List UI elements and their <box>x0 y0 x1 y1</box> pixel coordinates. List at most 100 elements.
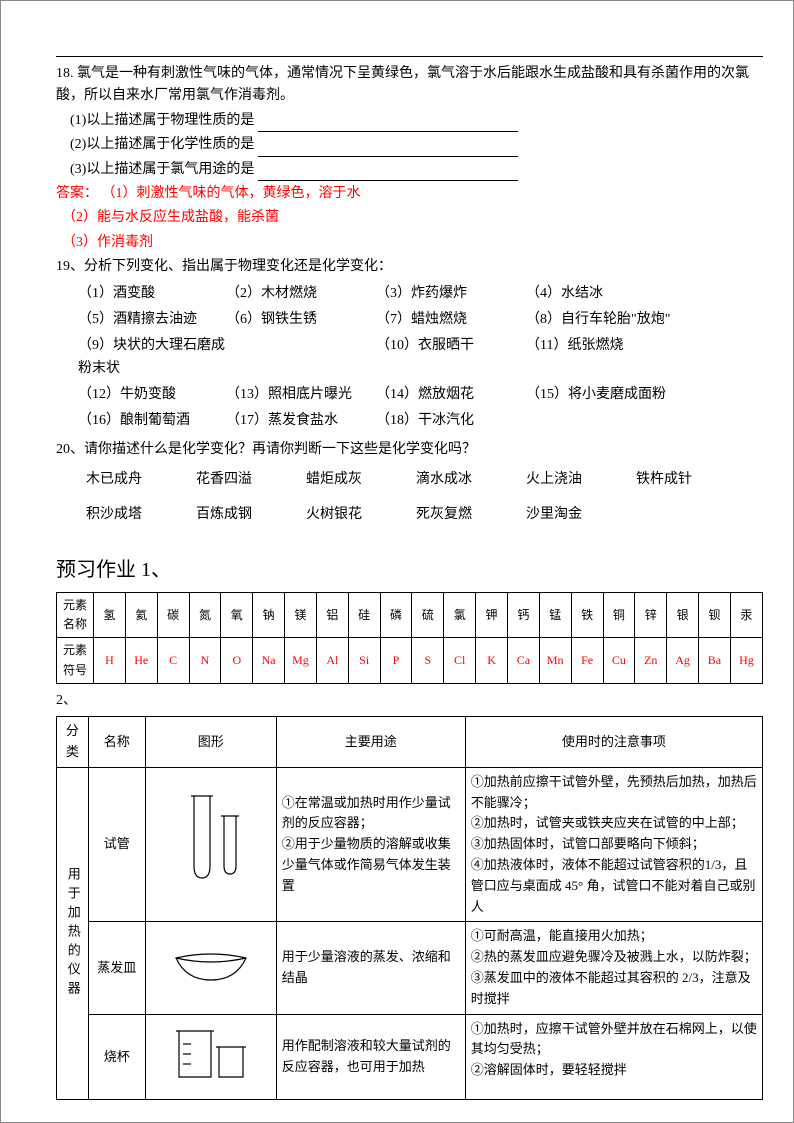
equip-name-0: 试管 <box>88 767 145 922</box>
element-symbol-cell: Fe <box>571 638 603 683</box>
element-name-cell: 硅 <box>348 593 380 638</box>
equip-notes-0: ①加热前应擦干试管外壁，先预热后加热，加热后不能骤冷； ②加热时，试管夹或铁夹应… <box>465 767 762 922</box>
hdr-category: 分类 <box>57 717 89 768</box>
q19-item: （10）衣服晒干 <box>376 333 526 382</box>
answer-2: （2）能与水反应生成盐酸，能杀菌 <box>56 207 763 229</box>
element-symbol-cell: C <box>157 638 189 683</box>
q20-item: 木已成舟 <box>86 463 196 497</box>
q18-sub3-line: (3)以上描述属于氯气用途的是 <box>56 159 763 181</box>
q19-item: （4）水结冰 <box>526 281 746 307</box>
q20-item: 滴水成冰 <box>416 463 526 497</box>
q19-items: （1）酒变酸（2）木材燃烧（3）炸药爆炸（4）水结冰（5）酒精擦去油迹（6）钢铁… <box>56 281 763 435</box>
q20-item: 蜡炬成灰 <box>306 463 416 497</box>
element-symbol-cell: Cl <box>444 638 476 683</box>
equip-name-1: 蒸发皿 <box>88 922 145 1014</box>
question-19: 19、分析下列变化、指出属于物理变化还是化学变化： （1）酒变酸（2）木材燃烧（… <box>56 256 763 435</box>
q19-item: （11）纸张燃烧 <box>526 333 746 382</box>
evapdish-icon <box>161 940 261 990</box>
element-symbol-cell: Hg <box>730 638 762 683</box>
answer-1-text: （1）刺激性气味的气体，黄绿色，溶于水 <box>102 186 361 201</box>
q19-item <box>226 333 376 382</box>
element-symbol-cell: S <box>412 638 444 683</box>
q18-sub2: (2)以上描述属于化学性质的是 <box>70 137 254 152</box>
element-symbol-cell: Cu <box>603 638 635 683</box>
equip-name-2: 烧杯 <box>88 1014 145 1100</box>
q19-item: （3）炸药爆炸 <box>376 281 526 307</box>
q20-title: 20、请你描述什么是化学变化？再请你判断一下这些是化学变化吗？ <box>56 439 763 461</box>
element-name-cell: 钙 <box>507 593 539 638</box>
beaker-icon <box>161 1019 261 1089</box>
element-name-cell: 碳 <box>157 593 189 638</box>
row-label-symbols: 元素符号 <box>57 638 94 683</box>
row-label-names: 元素名称 <box>57 593 94 638</box>
element-name-cell: 氮 <box>189 593 221 638</box>
equip-header-row: 分类 名称 图形 主要用途 使用时的注意事项 <box>57 717 763 768</box>
equip-notes-1: ①可耐高温，能直接用火加热； ②热的蒸发皿应避免骤冷及被溅上水，以防炸裂； ③蒸… <box>465 922 762 1014</box>
blank-line <box>258 115 518 132</box>
q19-item: （1）酒变酸 <box>56 281 226 307</box>
element-symbol-cell: N <box>189 638 221 683</box>
equip-usage-1: 用于少量溶液的蒸发、浓缩和结晶 <box>276 922 465 1014</box>
element-symbol-cell: Zn <box>635 638 667 683</box>
q19-item: （7）蜡烛燃烧 <box>376 307 526 333</box>
hdr-usage: 主要用途 <box>276 717 465 768</box>
evapdish-shape <box>145 922 276 1014</box>
q18-sub2-line: (2)以上描述属于化学性质的是 <box>56 134 763 156</box>
q19-item: （8）自行车轮胎"放炮" <box>526 307 746 333</box>
element-name-cell: 钾 <box>476 593 508 638</box>
preview-title: 预习作业 1、 <box>56 554 763 586</box>
q18-sub1-line: (1)以上描述属于物理性质的是 <box>56 110 763 132</box>
q20-item: 百炼成钢 <box>196 498 306 532</box>
equip-row-testtube: 用于加热的仪器 试管 ①在常温或加热时用作少量试剂的反应容器； ②用于少量物质的… <box>57 767 763 922</box>
hdr-name: 名称 <box>88 717 145 768</box>
q20-item: 火上浇油 <box>526 463 636 497</box>
element-name-cell: 银 <box>667 593 699 638</box>
element-name-cell: 锰 <box>539 593 571 638</box>
q19-item: （12）牛奶变酸 <box>56 382 226 408</box>
testtube-icon <box>166 786 256 896</box>
element-name-cell: 钡 <box>699 593 731 638</box>
element-name-cell: 锌 <box>635 593 667 638</box>
equip-row-beaker: 烧杯 用作配制溶液和较大量试剂的反应容器，也可用于加热 ①加热时，应擦干试管外壁… <box>57 1014 763 1100</box>
answer-3: （3）作消毒剂 <box>56 232 763 254</box>
q19-item: （6）钢铁生锈 <box>226 307 376 333</box>
top-rule <box>56 56 763 57</box>
equip-notes-2: ①加热时，应擦干试管外壁并放在石棉网上，以使其均匀受热； ②溶解固体时，要轻轻搅… <box>465 1014 762 1100</box>
elements-table: 元素名称 氢氦碳氮氧钠镁铝硅磷硫氯钾钙锰铁铜锌银钡汞 元素符号 HHeCNONa… <box>56 592 763 684</box>
q20-item: 铁杵成针 <box>636 463 746 497</box>
q20-items: 木已成舟花香四溢蜡炬成灰滴水成冰火上浇油铁杵成针积沙成塔百炼成钢火树银花死灰复燃… <box>56 463 763 532</box>
blank-line <box>258 140 518 157</box>
q19-item: （14）燃放烟花 <box>376 382 526 408</box>
q19-item: （18）干冰汽化 <box>376 408 526 434</box>
element-name-cell: 磷 <box>380 593 412 638</box>
q19-title: 19、分析下列变化、指出属于物理变化还是化学变化： <box>56 256 763 278</box>
element-name-cell: 氯 <box>444 593 476 638</box>
element-symbol-cell: Ca <box>507 638 539 683</box>
q18-sub3: (3)以上描述属于氯气用途的是 <box>70 162 254 177</box>
q19-item: （16）酿制葡萄酒 <box>56 408 226 434</box>
q20-item: 积沙成塔 <box>86 498 196 532</box>
element-symbols-row: 元素符号 HHeCNONaMgAlSiPSClKCaMnFeCuZnAgBaHg <box>57 638 763 683</box>
testtube-shape <box>145 767 276 922</box>
q20-item: 火树银花 <box>306 498 416 532</box>
element-name-cell: 氦 <box>125 593 157 638</box>
equipment-table: 分类 名称 图形 主要用途 使用时的注意事项 用于加热的仪器 试管 ①在常温或加… <box>56 716 763 1100</box>
q20-item: 沙里淘金 <box>526 498 636 532</box>
q18-sub1: (1)以上描述属于物理性质的是 <box>70 113 254 128</box>
q19-item: （15）将小麦磨成面粉 <box>526 382 746 408</box>
page: 18. 氯气是一种有刺激性气味的气体，通常情况下呈黄绿色，氯气溶于水后能跟水生成… <box>0 0 794 1123</box>
answer-1: 答案： （1）刺激性气味的气体，黄绿色，溶于水 <box>56 183 763 205</box>
element-name-cell: 氧 <box>221 593 253 638</box>
equip-usage-2: 用作配制溶液和较大量试剂的反应容器，也可用于加热 <box>276 1014 465 1100</box>
q19-item: （5）酒精擦去油迹 <box>56 307 226 333</box>
hdr-notes: 使用时的注意事项 <box>465 717 762 768</box>
element-name-cell: 钠 <box>253 593 285 638</box>
category-cell: 用于加热的仪器 <box>57 767 89 1100</box>
element-symbol-cell: Ag <box>667 638 699 683</box>
element-symbol-cell: Si <box>348 638 380 683</box>
element-symbol-cell: P <box>380 638 412 683</box>
q20-item: 花香四溢 <box>196 463 306 497</box>
q20-item: 死灰复燃 <box>416 498 526 532</box>
question-20: 20、请你描述什么是化学变化？再请你判断一下这些是化学变化吗？ 木已成舟花香四溢… <box>56 439 763 532</box>
equip-row-evapdish: 蒸发皿 用于少量溶液的蒸发、浓缩和结晶 ①可耐高温，能直接用火加热； ②热的蒸发… <box>57 922 763 1014</box>
